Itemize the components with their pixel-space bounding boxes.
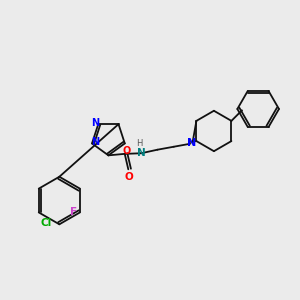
Text: N: N [91, 118, 99, 128]
Text: O: O [122, 146, 130, 156]
Text: N: N [187, 138, 196, 148]
Text: N: N [137, 148, 146, 158]
Text: F: F [70, 207, 77, 218]
Text: Cl: Cl [40, 218, 52, 228]
Text: N: N [92, 137, 100, 147]
Text: O: O [124, 172, 133, 182]
Text: H: H [136, 139, 143, 148]
